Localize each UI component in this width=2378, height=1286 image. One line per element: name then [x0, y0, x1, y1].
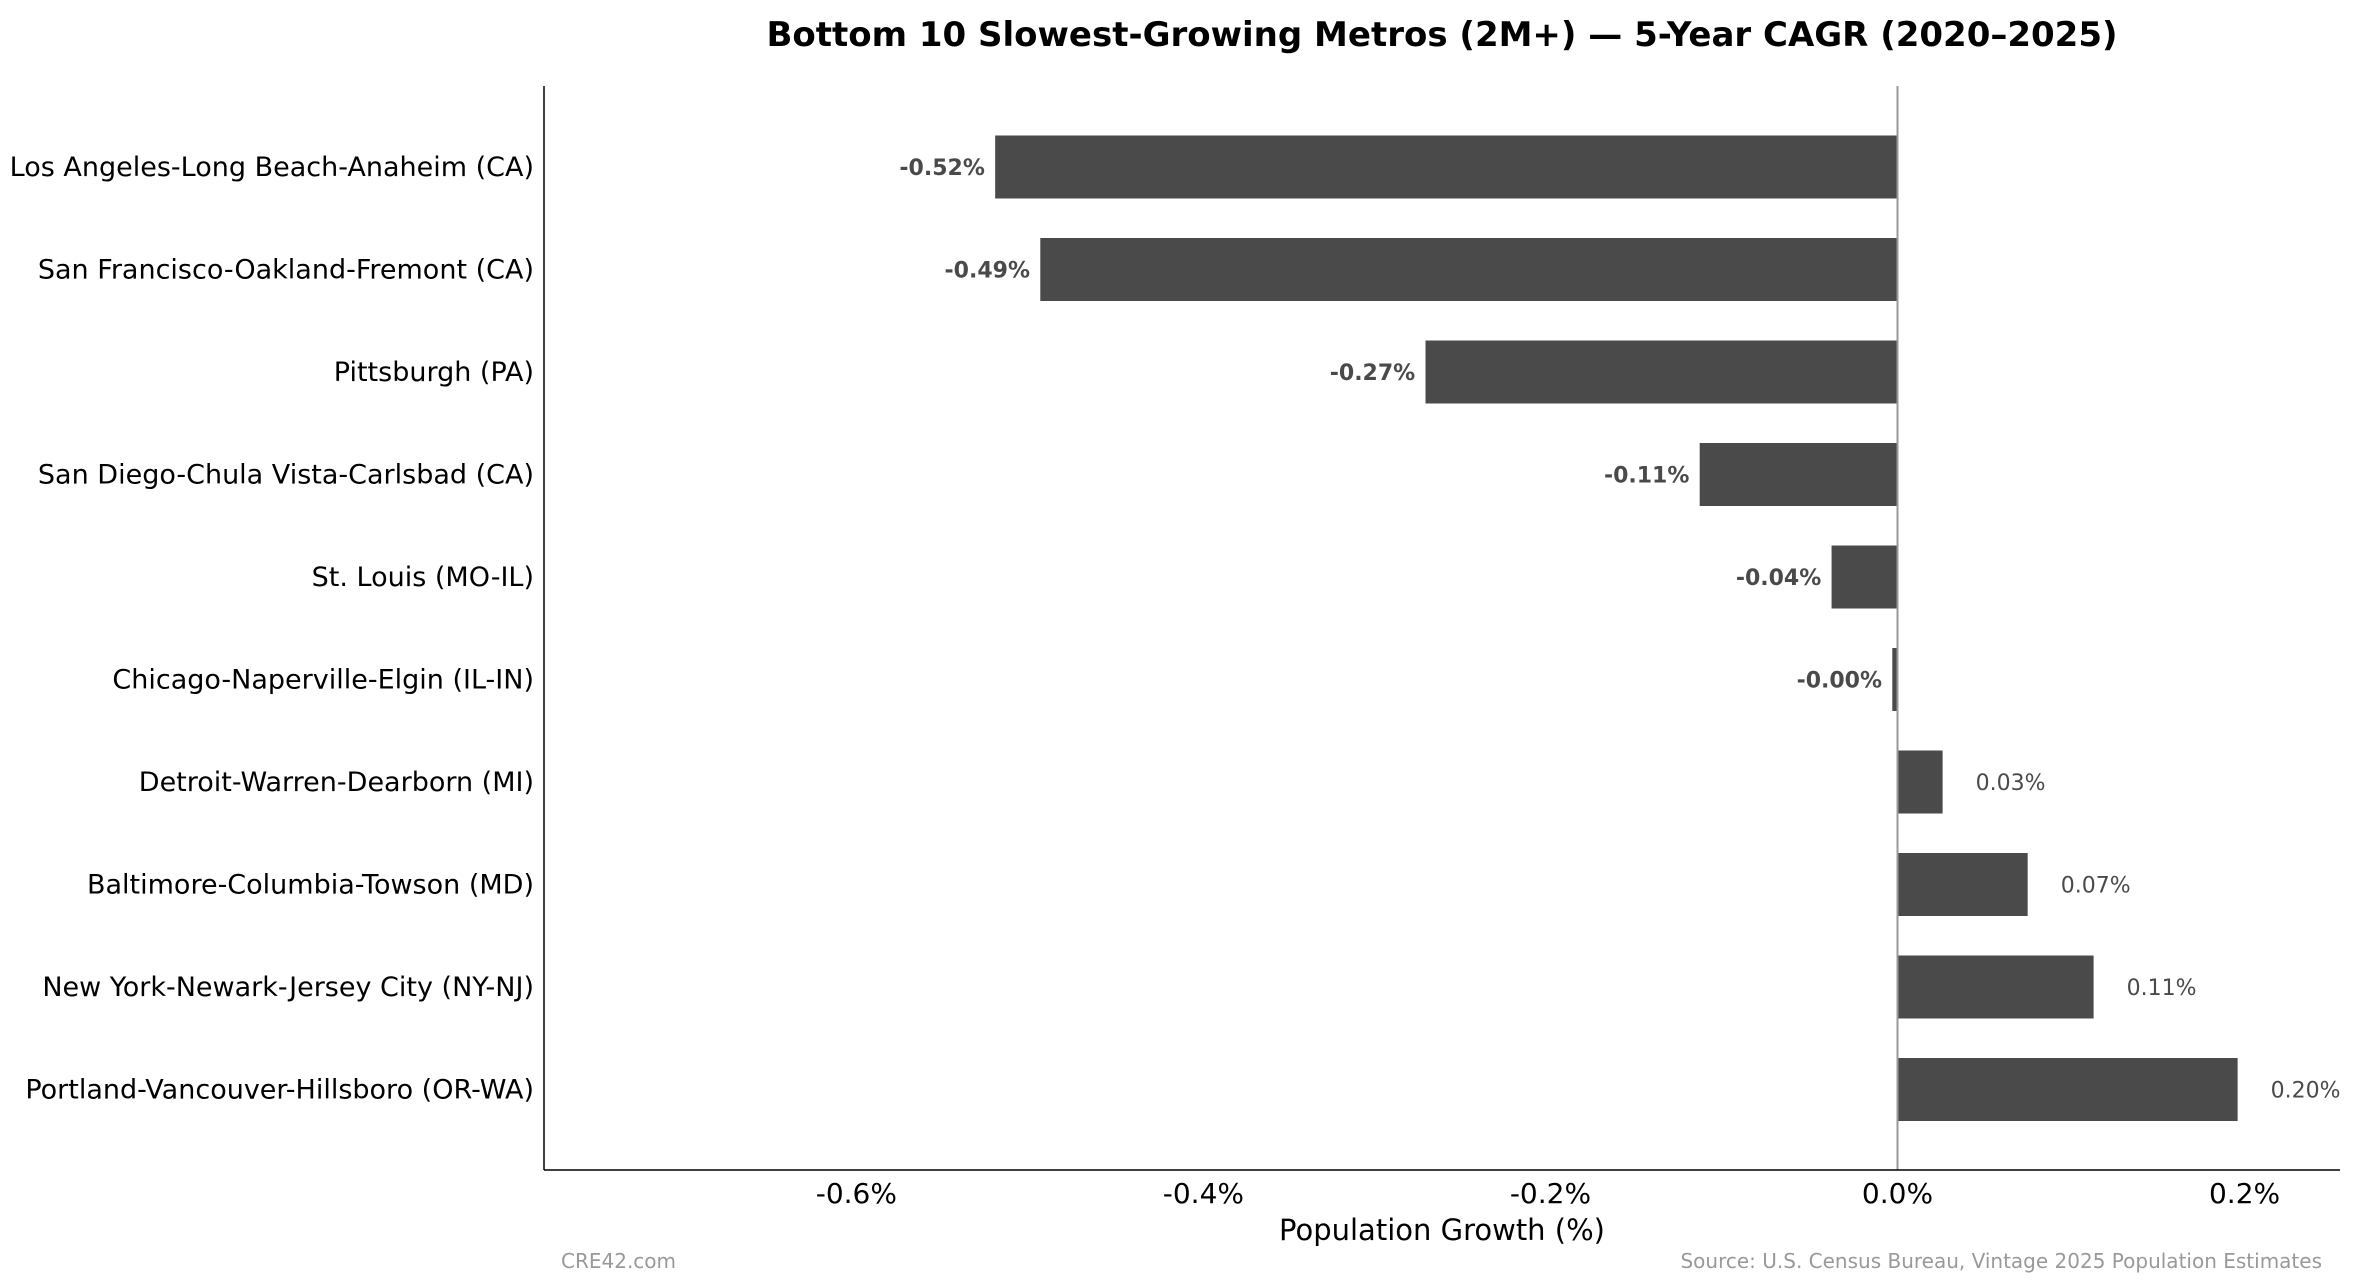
category-label-los-angeles-long-beach-anaheim-ca: Los Angeles-Long Beach-Anaheim (CA) [10, 152, 534, 183]
category-labels-group: Los Angeles-Long Beach-Anaheim (CA) San F… [10, 152, 534, 1106]
value-label-detroit-warren-dearborn-mi: 0.03% [1976, 771, 2046, 796]
bar-los-angeles-long-beach-anaheim-ca [995, 135, 1898, 199]
x-tick-label: -0.6% [816, 1177, 897, 1210]
bar-san-francisco-oakland-fremont-ca [1040, 238, 1898, 301]
category-label-detroit-warren-dearborn-mi: Detroit-Warren-Dearborn (MI) [139, 767, 534, 798]
category-label-chicago-naperville-elgin-il-in: Chicago-Naperville-Elgin (IL-IN) [112, 665, 534, 696]
value-label-new-york-newark-jersey-city-ny-nj: 0.11% [2127, 976, 2197, 1001]
chart-title: Bottom 10 Slowest-Growing Metros (2M+) —… [766, 15, 2117, 55]
x-axis-title: Population Growth (%) [1279, 1213, 1605, 1247]
category-label-new-york-newark-jersey-city-ny-nj: New York-Newark-Jersey City (NY-NJ) [42, 972, 534, 1003]
category-label-pittsburgh-pa: Pittsburgh (PA) [334, 357, 534, 388]
value-label-pittsburgh-pa: -0.27% [1330, 361, 1415, 386]
value-label-san-diego-chula-vista-carlsbad-ca: -0.11% [1604, 464, 1689, 489]
value-label-san-francisco-oakland-fremont-ca: -0.49% [945, 259, 1030, 284]
category-label-san-diego-chula-vista-carlsbad-ca: San Diego-Chula Vista-Carlsbad (CA) [38, 460, 534, 491]
bar-pittsburgh-pa [1425, 340, 1898, 404]
x-tick-label: -0.2% [1510, 1177, 1591, 1210]
value-label-st-louis-mo-il: -0.04% [1736, 566, 1821, 591]
value-label-baltimore-columbia-towson-md: 0.07% [2061, 874, 2131, 899]
footer-source-note: Source: U.S. Census Bureau, Vintage 2025… [1680, 1249, 2322, 1273]
bars-group [995, 135, 2238, 1121]
x-tick-label: 0.2% [2209, 1177, 2280, 1210]
category-label-baltimore-columbia-towson-md: Baltimore-Columbia-Towson (MD) [87, 870, 534, 901]
value-labels-group: -0.52% -0.49% -0.27% -0.11% -0.04% -0.00% 0.03… [899, 156, 2340, 1104]
bar-portland-vancouver-hillsboro-or-wa [1897, 1058, 2238, 1121]
category-label-san-francisco-oakland-fremont-ca: San Francisco-Oakland-Fremont (CA) [38, 255, 534, 286]
bar-san-diego-chula-vista-carlsbad-ca [1699, 443, 1898, 506]
x-ticks-group: -0.6% -0.4% -0.2% 0.0% 0.2% [816, 1177, 2280, 1210]
value-label-chicago-naperville-elgin-il-in: -0.00% [1797, 669, 1882, 694]
bar-detroit-warren-dearborn-mi [1897, 750, 1943, 814]
bar-st-louis-mo-il [1831, 545, 1898, 609]
bar-new-york-newark-jersey-city-ny-nj [1897, 955, 2094, 1019]
x-tick-label: -0.4% [1163, 1177, 1244, 1210]
value-label-los-angeles-long-beach-anaheim-ca: -0.52% [899, 156, 984, 181]
x-tick-label: 0.0% [1862, 1177, 1933, 1210]
footer-source-site: CRE42.com [561, 1249, 676, 1273]
bar-chicago-naperville-elgin-il-in [1892, 648, 1898, 711]
bar-baltimore-columbia-towson-md [1897, 853, 2028, 916]
category-label-portland-vancouver-hillsboro-or-wa: Portland-Vancouver-Hillsboro (OR-WA) [25, 1075, 534, 1106]
category-label-st-louis-mo-il: St. Louis (MO-IL) [312, 562, 534, 593]
value-label-portland-vancouver-hillsboro-or-wa: 0.20% [2271, 1079, 2341, 1104]
